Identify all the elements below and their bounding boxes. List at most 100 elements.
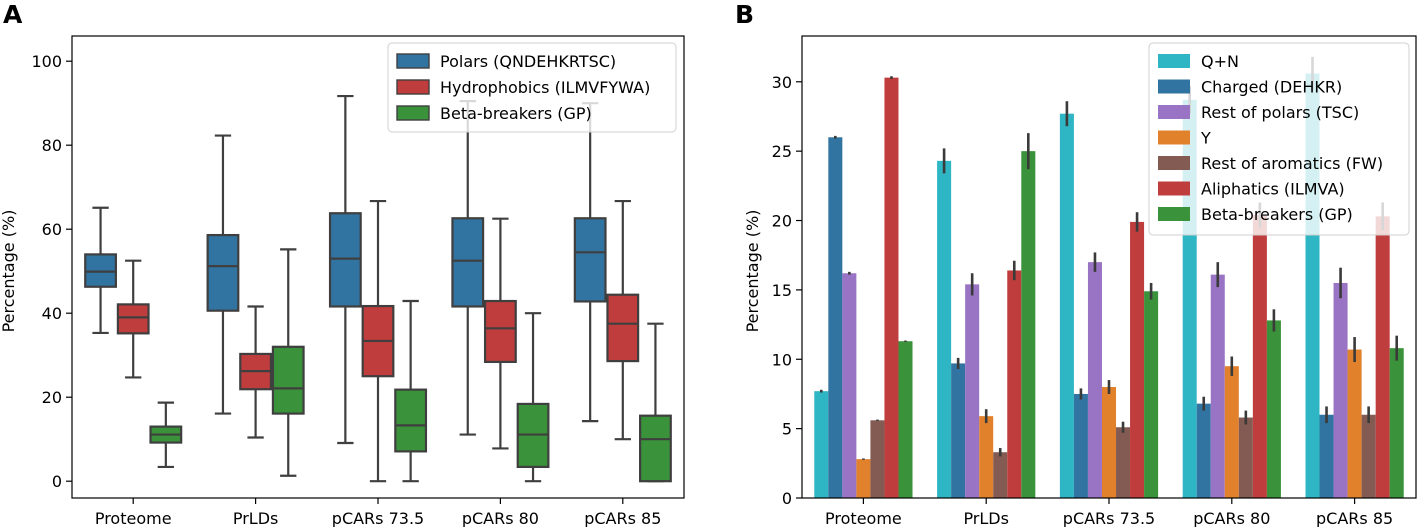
box-polars-qndehkrtsc-pcars-85 [573,102,607,423]
legend-label-beta-breakers-gp: Beta-breakers (GP) [440,104,592,123]
bar-rest-of-polars-tsc-pcars-85 [1333,282,1348,498]
bar-y-pcars-80 [1224,366,1239,498]
bar-rest-of-polars-tsc-prlds [965,284,980,498]
box-polars-qndehkrtsc-pcars-73-5 [328,94,362,445]
bar-rest-of-polars-tsc-pcars-73-5 [1087,262,1102,498]
iqr-box [206,233,240,312]
y-tick-label: 25 [772,142,792,161]
legend-swatch-q-n [1158,54,1190,68]
legend-swatch-beta-breakers-gp [396,105,430,121]
bar-rest-of-aromatics-fw-pcars-80 [1238,417,1253,498]
y-tick-label: 0 [782,489,792,508]
box-beta-breakers-gp-pcars-73-5 [394,299,428,483]
bar-aliphatics-ilmva-prlds [1007,270,1022,498]
box-beta-breakers-gp-pcars-85 [639,322,672,483]
x-tick-label-pcars-73-5: pCARs 73.5 [1063,509,1155,527]
bar-charged-dehkr-pcars-85 [1319,414,1334,498]
bar-y-proteome [856,459,871,498]
bar-rest-of-aromatics-fw-proteome [870,420,885,498]
y-tick-label: 60 [42,220,62,239]
x-tick-label-proteome: Proteome [95,509,172,527]
x-tick-label-pcars-80: pCARs 80 [1193,509,1270,527]
y-tick-label: 0 [52,472,62,491]
bar-charged-dehkr-pcars-80 [1196,403,1211,498]
x-tick-label-prlds: PrLDs [233,509,279,527]
x-tick-label-pcars-80: pCARs 80 [462,509,539,527]
panel-b-ylabel: Percentage (%) [743,210,762,333]
bar-q-n-pcars-73-5 [1059,113,1074,498]
bar-beta-breakers-gp-prlds [1021,151,1036,499]
iqr-box [328,212,362,308]
legend-swatch-polars-qndehkrtsc [396,53,430,69]
panel-b-frame [801,35,1417,499]
iqr-box [573,217,607,303]
bar-rest-of-aromatics-fw-pcars-73-5 [1116,427,1131,498]
legend-label-beta-breakers-gp: Beta-breakers (GP) [1201,205,1353,224]
legend-label-y: Y [1200,129,1211,148]
legend-frame [387,42,677,133]
bar-chart-panel-b: Percentage (%) 0 5 10 15 20 25 30 Proteome PrLDs… [743,35,1417,527]
legend-swatch-rest-of-aromatics-fw [1158,156,1190,170]
panel-a-ylabel: Percentage (%) [0,210,18,333]
box-plot-panel-a: Percentage (%) 0 20 40 60 80 100 Proteome PrLDs… [0,35,685,527]
bar-beta-breakers-gp-pcars-85 [1389,348,1404,498]
bar-beta-breakers-gp-pcars-73-5 [1144,291,1159,498]
legend-swatch-y [1158,130,1190,145]
legend-swatch-aliphatics-ilmva [1158,181,1190,196]
bar-rest-of-aromatics-fw-prlds [993,452,1008,498]
bar-charged-dehkr-proteome [828,137,843,498]
iqr-box [394,388,428,453]
box-hydrophobics-ilmvfywa-pcars-80 [483,217,517,450]
bar-charged-dehkr-pcars-73-5 [1073,393,1088,498]
y-tick-label: 20 [42,388,62,407]
panel-a-letter: A [3,0,23,29]
bar-aliphatics-ilmva-pcars-85 [1375,216,1390,499]
box-polars-qndehkrtsc-proteome [84,206,117,335]
bar-beta-breakers-gp-proteome [898,341,913,498]
legend-label-polars-qndehkrtsc: Polars (QNDEHKRTSC) [440,52,616,71]
y-tick-label: 30 [772,73,792,92]
legend-swatch-rest-of-polars-tsc [1158,105,1190,119]
box-hydrophobics-ilmvfywa-pcars-85 [606,199,640,441]
box-hydrophobics-ilmvfywa-pcars-73-5 [361,199,395,483]
iqr-box [451,217,485,308]
legend-label-charged-dehkr: Charged (DEHKR) [1201,78,1342,97]
x-tick-label-prlds: PrLDs [963,509,1009,527]
y-tick-label: 100 [31,52,62,71]
box-hydrophobics-ilmvfywa-prlds [239,305,273,439]
y-tick-label: 20 [772,212,792,231]
x-tick-label-proteome: Proteome [825,509,902,527]
bar-aliphatics-ilmva-proteome [884,77,899,499]
x-tick-label-pcars-85: pCARs 85 [1316,509,1393,527]
legend-label-rest-of-aromatics-fw: Rest of aromatics (FW) [1201,154,1383,173]
iqr-box [483,299,517,364]
legend-swatch-charged-dehkr [1158,79,1190,94]
box-hydrophobics-ilmvfywa-proteome [116,259,150,379]
box-polars-qndehkrtsc-pcars-80 [451,99,485,436]
bar-y-pcars-85 [1347,349,1362,498]
legend-label-hydrophobics-ilmvfywa: Hydrophobics (ILMVFYWA) [440,78,650,97]
y-tick-label: 80 [42,136,62,155]
bar-aliphatics-ilmva-pcars-80 [1252,214,1267,499]
bar-y-pcars-73-5 [1101,387,1117,498]
bar-beta-breakers-gp-pcars-80 [1266,320,1281,498]
y-tick-label: 15 [772,281,792,300]
legend-swatch-hydrophobics-ilmvfywa [396,79,430,95]
iqr-box [606,293,640,363]
bar-q-n-proteome [814,391,829,498]
box-beta-breakers-gp-prlds [271,248,305,477]
iqr-box [271,345,305,415]
x-tick-label-pcars-73-5: pCARs 73.5 [332,509,424,527]
y-tick-label: 40 [42,304,62,323]
bar-y-prlds [979,416,994,498]
bar-q-n-prlds [937,160,952,498]
box-polars-qndehkrtsc-prlds [206,134,240,415]
panel-a-legend: Polars (QNDEHKRTSC) Hydrophobics (ILMVFYW… [387,42,677,133]
bar-rest-of-polars-tsc-proteome [842,273,857,498]
iqr-box [116,303,150,335]
legend-swatch-beta-breakers-gp [1158,207,1190,221]
panel-b-legend: Q+N Charged (DEHKR) Rest of polars (TSC) YR… [1148,42,1410,236]
bar-rest-of-aromatics-fw-pcars-85 [1361,414,1376,498]
bar-aliphatics-ilmva-pcars-73-5 [1130,221,1145,498]
